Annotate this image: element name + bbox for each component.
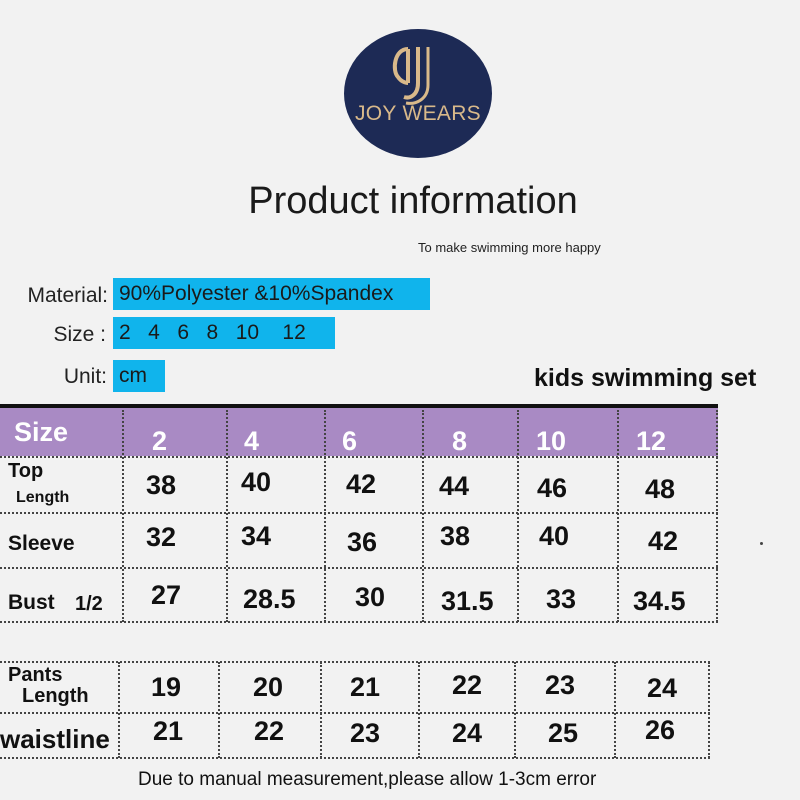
grid-line <box>0 512 718 514</box>
table-cell: 24 <box>452 718 483 748</box>
grid-line <box>0 456 718 458</box>
material-value: 90%Polyester &10%Spandex <box>113 278 430 310</box>
row-label-sleeve: Sleeve <box>8 532 75 555</box>
table-cell: 48 <box>645 474 676 504</box>
table-cell: 23 <box>350 718 381 748</box>
row-label-waistline: waistline <box>0 724 110 754</box>
grid-line <box>320 662 322 758</box>
table-cell: 30 <box>355 582 386 612</box>
row-label-bust-half: 1/2 <box>75 593 103 615</box>
row-label-bust: Bust <box>8 591 55 614</box>
brand-logo: JOY WEARS <box>344 29 492 158</box>
stray-dot <box>760 542 763 545</box>
grid-line <box>0 661 710 663</box>
header-size-label: Size <box>14 417 69 447</box>
table-cell: 34.5 <box>633 586 686 616</box>
grid-line <box>708 662 710 758</box>
grid-line <box>614 662 616 758</box>
table-cell: 34 <box>241 521 272 551</box>
header-size-10: 10 <box>536 426 567 456</box>
size-label: Size : <box>53 323 106 346</box>
table-cell: 32 <box>146 522 177 552</box>
grid-line <box>422 410 424 622</box>
grid-line <box>218 662 220 758</box>
table-header-band <box>0 408 718 456</box>
table-cell: 36 <box>347 527 378 557</box>
table-cell: 21 <box>153 716 184 746</box>
table-cell: 24 <box>647 673 678 703</box>
table-cell: 19 <box>151 672 182 702</box>
table-cell: 22 <box>254 716 285 746</box>
table-cell: 26 <box>645 715 676 745</box>
header-size-6: 6 <box>342 426 358 456</box>
table-cell: 40 <box>539 521 570 551</box>
header-size-12: 12 <box>636 426 667 456</box>
footer-note: Due to manual measurement,please allow 1… <box>138 769 597 790</box>
grid-line <box>514 662 516 758</box>
page-title: Product information <box>248 180 578 222</box>
header-size-2: 2 <box>152 426 168 456</box>
unit-label: Unit: <box>63 365 107 388</box>
table-cell: 27 <box>151 580 182 610</box>
grid-line <box>0 567 718 569</box>
grid-line <box>0 621 718 623</box>
table-cell: 20 <box>253 672 284 702</box>
header-size-4: 4 <box>244 426 260 456</box>
grid-line <box>0 712 710 714</box>
row-label-pants-length: Length <box>22 685 89 707</box>
row-label-top: Top <box>8 460 44 482</box>
table-cell: 25 <box>548 718 579 748</box>
row-label-length: Length <box>16 489 70 506</box>
product-name: kids swimming set <box>534 364 757 392</box>
table-cell: 38 <box>146 470 177 500</box>
grid-line <box>418 662 420 758</box>
size-value: 2 4 6 8 10 12 <box>113 317 335 349</box>
table-cell: 40 <box>241 467 272 497</box>
logo-text: JOY WEARS <box>354 102 481 125</box>
table-cell: 31.5 <box>441 586 494 616</box>
grid-line <box>617 410 619 622</box>
table-cell: 28.5 <box>243 584 296 614</box>
page-subtitle: To make swimming more happy <box>418 240 601 255</box>
unit-value: cm <box>113 360 165 392</box>
table-top-rule <box>0 404 718 408</box>
header-size-8: 8 <box>452 426 468 456</box>
grid-line <box>517 410 519 622</box>
grid-line <box>716 410 718 622</box>
table-cell: 42 <box>648 526 679 556</box>
grid-line <box>122 410 124 622</box>
dj-monogram-icon <box>392 47 430 105</box>
table-cell: 21 <box>350 672 381 702</box>
table-cell: 38 <box>440 521 471 551</box>
table-cell: 33 <box>546 584 577 614</box>
material-label: Material: <box>27 284 108 307</box>
table-cell: 23 <box>545 670 576 700</box>
grid-line <box>0 757 710 759</box>
table-cell: 46 <box>537 473 568 503</box>
table-cell: 44 <box>439 471 470 501</box>
grid-line <box>118 662 120 758</box>
grid-line <box>226 410 228 622</box>
table-cell: 42 <box>346 469 377 499</box>
table-cell: 22 <box>452 670 483 700</box>
row-label-pants: Pants <box>8 664 63 686</box>
grid-line <box>324 410 326 622</box>
